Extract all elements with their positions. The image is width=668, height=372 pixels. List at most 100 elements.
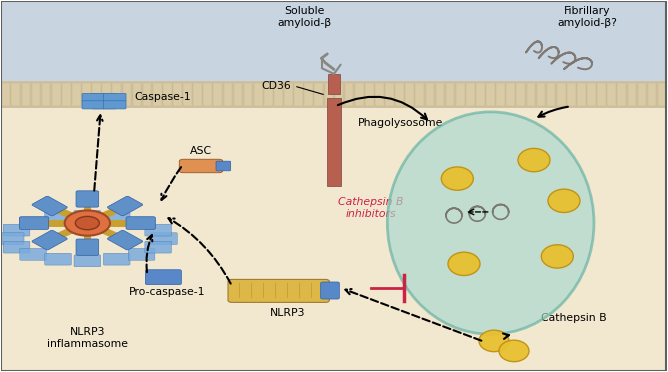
FancyBboxPatch shape xyxy=(32,196,67,216)
Text: Phagolysosome: Phagolysosome xyxy=(358,118,444,128)
Ellipse shape xyxy=(387,112,594,334)
FancyBboxPatch shape xyxy=(45,253,71,265)
FancyBboxPatch shape xyxy=(456,83,464,106)
FancyBboxPatch shape xyxy=(547,83,555,106)
FancyBboxPatch shape xyxy=(20,217,47,229)
FancyBboxPatch shape xyxy=(0,233,24,244)
Ellipse shape xyxy=(479,330,509,352)
FancyBboxPatch shape xyxy=(446,83,454,106)
FancyBboxPatch shape xyxy=(305,83,313,106)
FancyBboxPatch shape xyxy=(415,83,424,106)
FancyBboxPatch shape xyxy=(3,224,30,236)
FancyBboxPatch shape xyxy=(274,83,283,106)
FancyBboxPatch shape xyxy=(52,83,61,106)
FancyBboxPatch shape xyxy=(557,83,566,106)
Ellipse shape xyxy=(548,189,580,212)
FancyBboxPatch shape xyxy=(92,93,116,109)
FancyBboxPatch shape xyxy=(104,212,130,224)
Ellipse shape xyxy=(518,148,550,172)
FancyBboxPatch shape xyxy=(92,83,101,106)
FancyBboxPatch shape xyxy=(76,239,99,255)
FancyBboxPatch shape xyxy=(133,83,142,106)
FancyBboxPatch shape xyxy=(295,83,303,106)
FancyBboxPatch shape xyxy=(82,83,91,106)
FancyBboxPatch shape xyxy=(163,83,172,106)
FancyBboxPatch shape xyxy=(122,83,131,106)
FancyBboxPatch shape xyxy=(183,83,192,106)
FancyBboxPatch shape xyxy=(617,83,626,106)
FancyBboxPatch shape xyxy=(203,83,212,106)
FancyBboxPatch shape xyxy=(506,83,515,106)
FancyBboxPatch shape xyxy=(145,224,172,236)
FancyBboxPatch shape xyxy=(516,83,525,106)
Ellipse shape xyxy=(499,340,529,362)
Text: CD36: CD36 xyxy=(261,81,291,91)
FancyBboxPatch shape xyxy=(315,83,323,106)
Text: Fibrillary
amyloid-β?: Fibrillary amyloid-β? xyxy=(557,6,617,28)
FancyBboxPatch shape xyxy=(151,233,177,244)
FancyBboxPatch shape xyxy=(102,83,111,106)
FancyBboxPatch shape xyxy=(104,253,130,265)
FancyBboxPatch shape xyxy=(108,196,143,216)
FancyBboxPatch shape xyxy=(648,83,657,106)
FancyBboxPatch shape xyxy=(128,248,155,260)
FancyBboxPatch shape xyxy=(335,83,343,106)
FancyBboxPatch shape xyxy=(254,83,263,106)
FancyBboxPatch shape xyxy=(216,161,230,171)
FancyBboxPatch shape xyxy=(638,83,647,106)
FancyBboxPatch shape xyxy=(476,83,485,106)
FancyBboxPatch shape xyxy=(436,83,444,106)
FancyBboxPatch shape xyxy=(1,83,10,106)
FancyBboxPatch shape xyxy=(284,83,293,106)
Bar xyxy=(1,105,667,371)
FancyBboxPatch shape xyxy=(385,83,394,106)
Bar xyxy=(1,1,667,105)
Circle shape xyxy=(65,211,110,235)
FancyBboxPatch shape xyxy=(82,101,105,109)
Text: NLRP3
inflammasome: NLRP3 inflammasome xyxy=(47,327,128,349)
FancyBboxPatch shape xyxy=(179,159,222,173)
FancyBboxPatch shape xyxy=(426,83,434,106)
FancyBboxPatch shape xyxy=(536,83,545,106)
FancyBboxPatch shape xyxy=(145,241,172,253)
FancyBboxPatch shape xyxy=(193,83,202,106)
FancyBboxPatch shape xyxy=(3,241,30,253)
FancyBboxPatch shape xyxy=(325,83,333,106)
FancyBboxPatch shape xyxy=(658,83,667,106)
FancyBboxPatch shape xyxy=(20,248,47,260)
FancyBboxPatch shape xyxy=(76,191,99,207)
FancyBboxPatch shape xyxy=(112,83,121,106)
Ellipse shape xyxy=(541,245,573,268)
FancyBboxPatch shape xyxy=(74,255,101,267)
FancyBboxPatch shape xyxy=(486,83,495,106)
FancyBboxPatch shape xyxy=(496,83,505,106)
FancyBboxPatch shape xyxy=(72,83,81,106)
Circle shape xyxy=(75,217,100,230)
FancyBboxPatch shape xyxy=(321,282,339,299)
Text: NLRP3: NLRP3 xyxy=(270,308,305,318)
FancyBboxPatch shape xyxy=(627,83,636,106)
Text: Pro-caspase-1: Pro-caspase-1 xyxy=(129,287,206,297)
FancyBboxPatch shape xyxy=(31,83,40,106)
FancyBboxPatch shape xyxy=(108,230,143,250)
FancyBboxPatch shape xyxy=(104,101,126,109)
FancyBboxPatch shape xyxy=(42,83,50,106)
Ellipse shape xyxy=(448,252,480,276)
FancyBboxPatch shape xyxy=(228,279,329,302)
FancyBboxPatch shape xyxy=(146,270,181,285)
FancyBboxPatch shape xyxy=(328,74,340,94)
FancyBboxPatch shape xyxy=(526,83,535,106)
FancyBboxPatch shape xyxy=(214,83,222,106)
FancyBboxPatch shape xyxy=(607,83,616,106)
Text: ASC: ASC xyxy=(190,146,212,156)
FancyBboxPatch shape xyxy=(82,93,105,102)
FancyBboxPatch shape xyxy=(104,93,126,102)
FancyBboxPatch shape xyxy=(567,83,576,106)
FancyBboxPatch shape xyxy=(365,83,373,106)
FancyBboxPatch shape xyxy=(32,230,67,250)
FancyBboxPatch shape xyxy=(355,83,363,106)
FancyBboxPatch shape xyxy=(62,83,71,106)
FancyBboxPatch shape xyxy=(395,83,404,106)
FancyBboxPatch shape xyxy=(126,217,156,230)
Text: Soluble
amyloid-β: Soluble amyloid-β xyxy=(277,6,331,28)
